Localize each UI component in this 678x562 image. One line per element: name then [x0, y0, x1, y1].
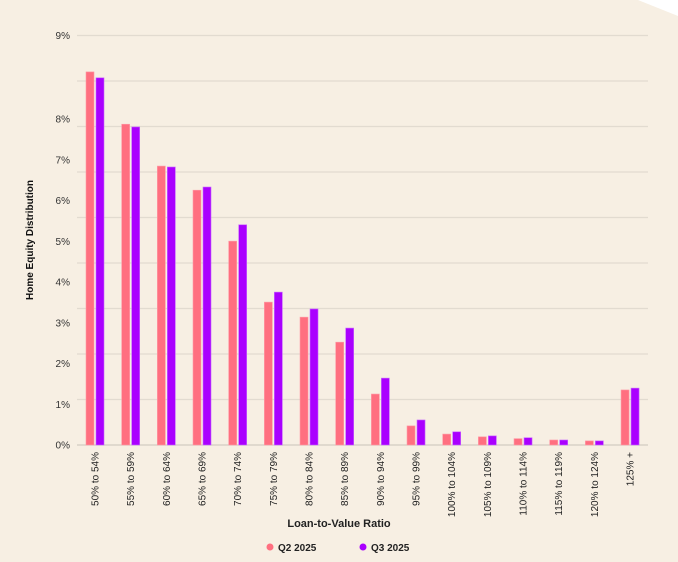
legend-swatch-q3 — [359, 543, 367, 551]
x-tick-label: 50% to 54% — [91, 452, 102, 506]
x-tick-label: 70% to 74% — [233, 452, 244, 506]
bar-q3 — [416, 419, 426, 446]
x-tick-label: 95% to 99% — [412, 452, 423, 506]
bar-q3 — [202, 186, 212, 446]
x-axis-title: Loan-to-Value Ratio — [287, 518, 391, 530]
bar-q3 — [630, 387, 640, 446]
bar-q3 — [309, 308, 319, 446]
bar-q3 — [523, 437, 533, 446]
y-axis-ticks: 0% 1% 2% 3% 4% 5% 6% 7% 8% 9% — [56, 31, 71, 452]
bar-q2 — [192, 189, 202, 446]
bar-q3 — [167, 166, 176, 446]
y-tick-label: 4% — [56, 278, 71, 289]
bar-q2 — [513, 438, 523, 446]
bars — [85, 71, 640, 446]
y-tick-label: 8% — [56, 115, 71, 126]
y-tick-label: 0% — [56, 441, 71, 452]
x-tick-label: 110% to 114% — [519, 452, 530, 516]
y-tick-label: 1% — [56, 400, 71, 411]
legend-label-q2: Q2 2025 — [278, 543, 317, 554]
x-tick-label: 120% to 124% — [590, 452, 601, 517]
x-tick-label: 60% to 64% — [162, 452, 173, 506]
bar-q2 — [264, 301, 273, 446]
bar-q2 — [406, 425, 416, 446]
bar-q3 — [274, 291, 283, 446]
y-tick-label: 6% — [56, 196, 71, 207]
x-tick-label: 75% to 79% — [269, 452, 280, 506]
bar-q2 — [620, 389, 630, 446]
x-tick-label: 115% to 119% — [554, 452, 565, 516]
x-tick-label: 125% + — [626, 452, 637, 486]
bar-q2 — [157, 165, 166, 446]
bar-q2 — [442, 433, 452, 446]
bar-q3 — [488, 435, 497, 446]
bar-q3 — [559, 439, 569, 446]
y-axis-title: Home Equity Distribution — [25, 180, 36, 300]
bar-q3 — [238, 224, 247, 446]
bar-q3 — [595, 440, 604, 446]
page-corner — [638, 0, 678, 16]
x-tick-label: 100% to 104% — [447, 452, 458, 517]
legend: Q2 2025 Q3 2025 — [266, 543, 410, 554]
y-tick-label: 9% — [56, 31, 71, 42]
bar-q2 — [549, 439, 559, 446]
bar-q2 — [585, 440, 594, 446]
x-tick-label: 80% to 84% — [305, 452, 316, 506]
bar-q3 — [452, 431, 462, 446]
legend-swatch-q2 — [266, 543, 274, 551]
bar-q2 — [478, 436, 487, 446]
y-tick-label: 5% — [56, 237, 71, 248]
bar-q2 — [85, 71, 95, 446]
bar-q2 — [228, 240, 237, 446]
y-tick-label: 2% — [56, 359, 71, 370]
x-tick-label: 85% to 89% — [340, 452, 351, 506]
y-tick-label: 3% — [56, 318, 71, 329]
bar-q2 — [299, 316, 309, 446]
gridlines — [77, 34, 648, 446]
bar-q2 — [121, 123, 130, 446]
bar-q2 — [335, 341, 344, 446]
x-tick-label: 105% to 109% — [483, 452, 494, 517]
bar-q3 — [131, 126, 140, 446]
x-axis-ticks: 50% to 54% 55% to 59% 60% to 64% 65% to 69%… — [91, 452, 637, 517]
x-tick-label: 90% to 94% — [376, 452, 387, 506]
bar-q2 — [371, 393, 380, 446]
x-tick-label: 55% to 59% — [126, 452, 137, 506]
y-tick-label: 7% — [56, 155, 71, 166]
legend-label-q3: Q3 2025 — [371, 543, 410, 554]
bar-q3 — [345, 327, 354, 446]
x-tick-label: 65% to 69% — [198, 452, 209, 506]
bar-q3 — [381, 377, 390, 446]
bar-q3 — [95, 77, 105, 446]
